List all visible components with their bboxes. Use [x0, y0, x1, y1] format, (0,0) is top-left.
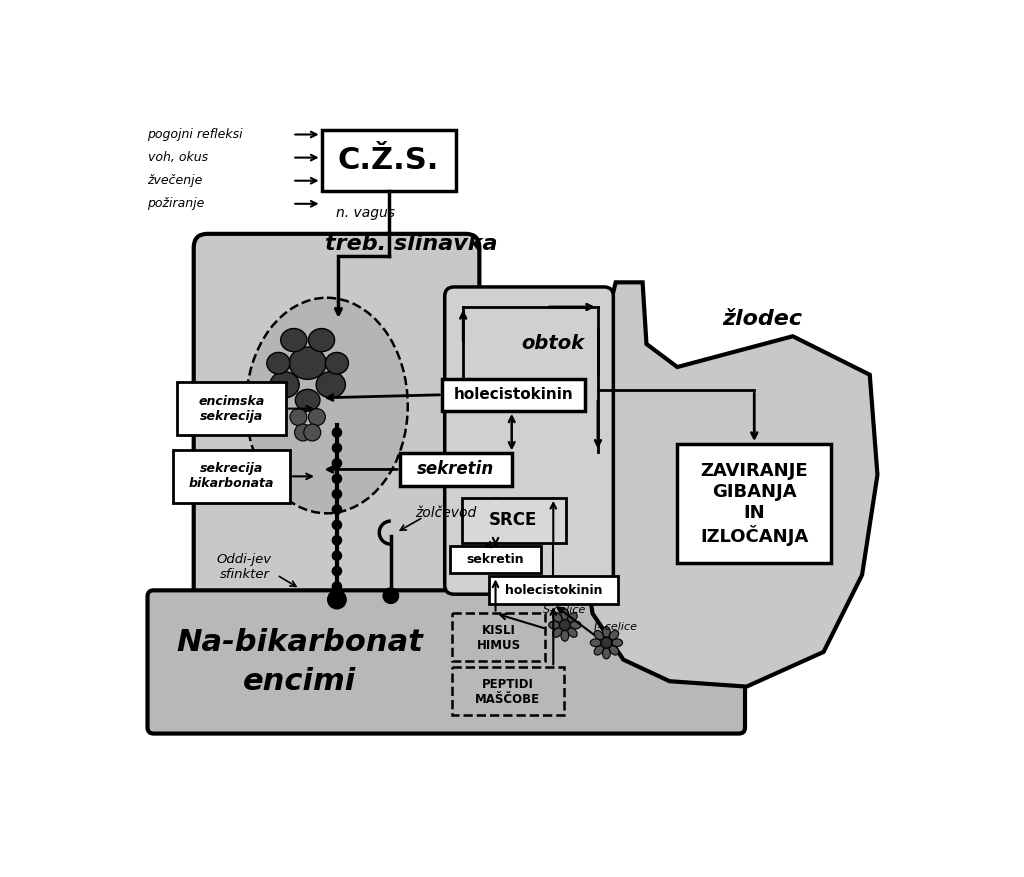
Ellipse shape	[609, 645, 618, 655]
Ellipse shape	[295, 389, 319, 411]
Ellipse shape	[594, 631, 603, 639]
FancyBboxPatch shape	[194, 234, 479, 638]
Text: voh, okus: voh, okus	[147, 151, 208, 164]
Bar	[677, 444, 831, 563]
Circle shape	[333, 581, 342, 591]
Text: C.Ž.S.: C.Ž.S.	[338, 146, 439, 175]
Ellipse shape	[590, 638, 601, 646]
Ellipse shape	[549, 621, 559, 629]
Ellipse shape	[289, 347, 326, 380]
Circle shape	[383, 588, 398, 603]
Circle shape	[333, 551, 342, 560]
Ellipse shape	[553, 613, 562, 622]
Circle shape	[333, 536, 342, 545]
Text: S-celice: S-celice	[543, 605, 587, 616]
Circle shape	[328, 590, 346, 609]
Ellipse shape	[267, 353, 290, 374]
Text: Oddi-jev
sfinkter: Oddi-jev sfinkter	[217, 553, 272, 581]
Text: holecistokinin: holecistokinin	[505, 584, 602, 597]
Text: treb. slinavka: treb. slinavka	[326, 234, 498, 253]
Text: I- celice: I- celice	[594, 623, 637, 632]
Text: ZAVIRANJE
GIBANJA
IN
IZLOČANJA: ZAVIRANJE GIBANJA IN IZLOČANJA	[700, 462, 808, 546]
Circle shape	[333, 474, 342, 483]
FancyBboxPatch shape	[147, 590, 745, 733]
Circle shape	[559, 619, 570, 631]
Ellipse shape	[290, 409, 307, 425]
Ellipse shape	[281, 329, 307, 352]
Text: PEPTIDI
MAŠČOBE: PEPTIDI MAŠČOBE	[475, 678, 541, 706]
Ellipse shape	[609, 631, 618, 639]
Ellipse shape	[602, 626, 610, 638]
Text: Na-bikarbonat: Na-bikarbonat	[176, 628, 423, 657]
Bar	[322, 130, 457, 191]
Ellipse shape	[304, 424, 321, 441]
Ellipse shape	[561, 609, 568, 619]
Ellipse shape	[308, 329, 335, 352]
Text: požiranje: požiranje	[147, 197, 205, 210]
Ellipse shape	[308, 409, 326, 425]
Bar	[488, 576, 617, 604]
Bar	[442, 379, 585, 411]
Text: SRCE: SRCE	[489, 511, 538, 530]
Polygon shape	[581, 282, 878, 687]
Text: holecistokinin: holecistokinin	[454, 388, 573, 403]
Bar	[400, 453, 512, 486]
Ellipse shape	[567, 613, 578, 622]
Ellipse shape	[594, 645, 603, 655]
Text: pogojni refleksi: pogojni refleksi	[147, 128, 243, 141]
Text: žlodec: žlodec	[722, 310, 802, 329]
FancyBboxPatch shape	[444, 287, 613, 595]
Text: žvečenje: žvečenje	[147, 175, 203, 187]
Ellipse shape	[295, 424, 311, 441]
Text: encimska
sekrecija: encimska sekrecija	[199, 395, 264, 423]
Text: sekrecija
bikarbonata: sekrecija bikarbonata	[188, 462, 274, 490]
Bar	[173, 450, 290, 503]
Circle shape	[333, 567, 342, 575]
Ellipse shape	[561, 631, 568, 641]
Text: n. vagus: n. vagus	[336, 206, 395, 220]
Ellipse shape	[246, 297, 408, 513]
Bar	[177, 382, 286, 435]
Bar	[462, 498, 565, 543]
Ellipse shape	[270, 372, 299, 398]
Ellipse shape	[567, 628, 578, 638]
Text: žolčevod: žolčevod	[416, 506, 477, 520]
Text: KISLI
HIMUS: KISLI HIMUS	[476, 624, 520, 652]
Text: encimi: encimi	[244, 667, 356, 695]
Text: sekretin: sekretin	[467, 553, 524, 566]
Circle shape	[601, 638, 611, 648]
Text: sekretin: sekretin	[417, 460, 495, 479]
Ellipse shape	[316, 372, 345, 398]
Ellipse shape	[326, 353, 348, 374]
Bar	[453, 667, 564, 715]
Ellipse shape	[602, 648, 610, 659]
Circle shape	[333, 489, 342, 499]
Circle shape	[333, 520, 342, 530]
Text: obtok: obtok	[521, 334, 584, 353]
Circle shape	[333, 428, 342, 437]
Circle shape	[333, 443, 342, 453]
Circle shape	[333, 459, 342, 468]
Bar	[453, 613, 545, 661]
Ellipse shape	[570, 621, 581, 629]
Ellipse shape	[553, 628, 562, 638]
Circle shape	[333, 505, 342, 514]
Bar	[451, 545, 541, 574]
Ellipse shape	[611, 638, 623, 646]
